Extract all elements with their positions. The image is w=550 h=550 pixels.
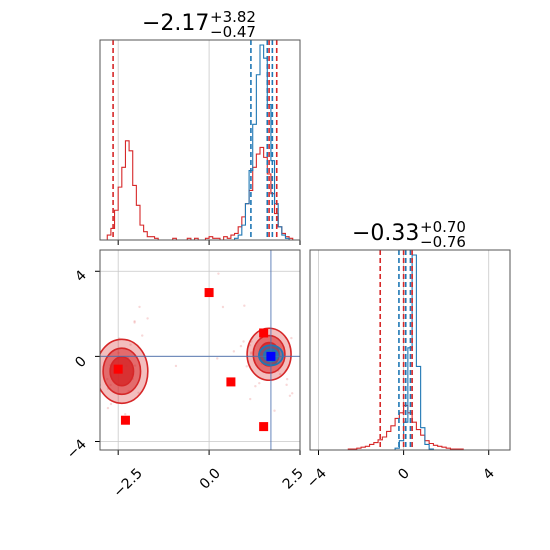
marker-point [259, 328, 269, 338]
scatter-point [129, 343, 132, 346]
scatter-point [314, 292, 316, 294]
scatter-point [232, 350, 236, 353]
scatter-point [290, 336, 293, 340]
scatter-point [133, 320, 136, 323]
histogram-bottom-right [309, 249, 511, 455]
scatter-point [243, 304, 246, 307]
contour-bottom-left [81, 249, 317, 455]
x-tick-label: −4 [304, 465, 330, 491]
scatter-point [285, 383, 288, 387]
x-tick-label: 0.0 [197, 466, 224, 493]
axes-frame [99, 39, 301, 241]
scatter-point [245, 365, 248, 368]
scatter-point [106, 406, 110, 410]
x-tick-label: 0 [395, 466, 413, 484]
y-tick-label: 0 [72, 354, 90, 372]
marker-point [113, 364, 123, 374]
scatter-point [278, 372, 282, 376]
scatter-point [239, 344, 243, 348]
scatter-point [249, 397, 252, 401]
title-top-left-minus: −0.47 [210, 23, 256, 41]
scatter-point [258, 381, 261, 385]
scatter-point [242, 340, 245, 343]
scatter-point [138, 305, 141, 309]
scatter-point [254, 384, 257, 388]
contour-layer [81, 250, 317, 450]
title-bottom-right-plus: +0.70 [420, 218, 466, 236]
scatter-point [217, 272, 220, 275]
scatter-point [90, 381, 92, 383]
y-tick-labels-bottom-left: −4 0 4 [64, 267, 90, 462]
hist-series-red [100, 140, 300, 241]
x-tick-label: 4 [480, 465, 498, 483]
y-tick-label: 4 [72, 267, 90, 285]
scatter-point [291, 392, 294, 395]
title-bottom-right-minus: −0.76 [420, 233, 466, 251]
scatter-point [146, 317, 149, 320]
marker-point [204, 288, 214, 298]
scatter-point [137, 391, 140, 394]
title-bottom-right: −0.33 [352, 221, 419, 246]
scatter-point [250, 351, 253, 354]
scatter-point [221, 305, 225, 309]
scatter-point [109, 402, 113, 406]
title-bottom-right-median: −0.33 [352, 221, 419, 246]
y-tick-label: −4 [64, 436, 90, 462]
x-tick-labels-bottom-right: −4 0 4 [304, 465, 498, 491]
marker-point [81, 343, 90, 352]
scatter-point [133, 321, 136, 324]
histogram-top-left [99, 39, 301, 245]
scatter-point [315, 366, 317, 368]
scatter-point [174, 364, 178, 368]
marker-point [259, 422, 269, 432]
x-tick-labels-bottom-left: −2.5 0.0 2.5 [110, 466, 306, 501]
scatter-point [141, 334, 144, 337]
scatter-point [249, 352, 253, 355]
x-tick-label: 2.5 [280, 466, 307, 493]
scatter-point [124, 412, 127, 416]
title-top-left: −2.17 [142, 11, 209, 36]
scatter-point [273, 409, 276, 412]
scatter-point [285, 377, 289, 381]
axes-frame [309, 249, 511, 451]
title-top-left-plus: +3.82 [210, 8, 256, 26]
overlay-point [266, 351, 276, 361]
hist-series-blue [100, 44, 300, 241]
marker-point [226, 377, 236, 387]
x-tick-label: −2.5 [110, 466, 145, 501]
marker-point [120, 415, 130, 425]
axes-frame [99, 249, 301, 451]
scatter-point [288, 394, 292, 397]
title-top-left-median: −2.17 [142, 11, 209, 36]
scatter-point [216, 357, 219, 360]
